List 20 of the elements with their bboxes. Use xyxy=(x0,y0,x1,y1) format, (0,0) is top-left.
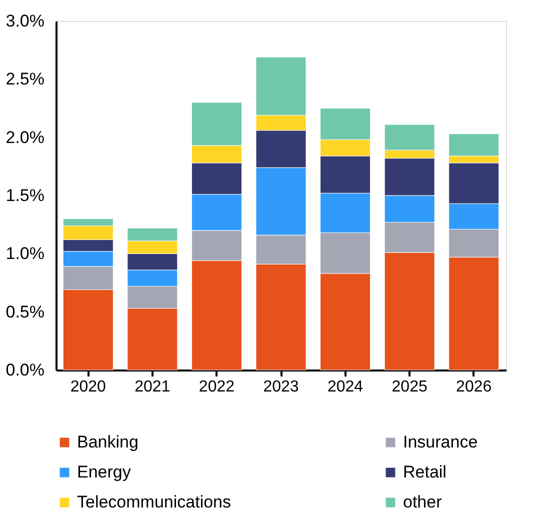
legend-label: Insurance xyxy=(403,432,478,452)
legend-label: Banking xyxy=(77,432,138,452)
x-tick-label: 2022 xyxy=(198,378,235,396)
legend-label: other xyxy=(403,492,442,512)
legend-label: Retail xyxy=(403,462,446,482)
x-tick-label: 2020 xyxy=(70,378,106,396)
y-tick-label: 2.0% xyxy=(6,128,44,147)
x-tick-label: 2025 xyxy=(392,378,428,396)
y-tick-label: 3.0% xyxy=(6,12,44,30)
y-tick-label: 0.5% xyxy=(6,302,44,322)
y-tick-label: 1.0% xyxy=(6,244,44,264)
y-tick-label: 2.5% xyxy=(6,70,44,89)
y-tick-label: 1.5% xyxy=(6,186,44,205)
y-tick-label: 0.0% xyxy=(6,360,44,380)
x-tick-label: 2023 xyxy=(263,378,299,396)
legend-label: Energy xyxy=(77,462,132,482)
x-tick-label: 2021 xyxy=(134,378,170,396)
x-tick-label: 2024 xyxy=(327,378,364,396)
x-tick-label: 2026 xyxy=(456,378,492,396)
legend-label: Telecommunications xyxy=(77,492,232,512)
